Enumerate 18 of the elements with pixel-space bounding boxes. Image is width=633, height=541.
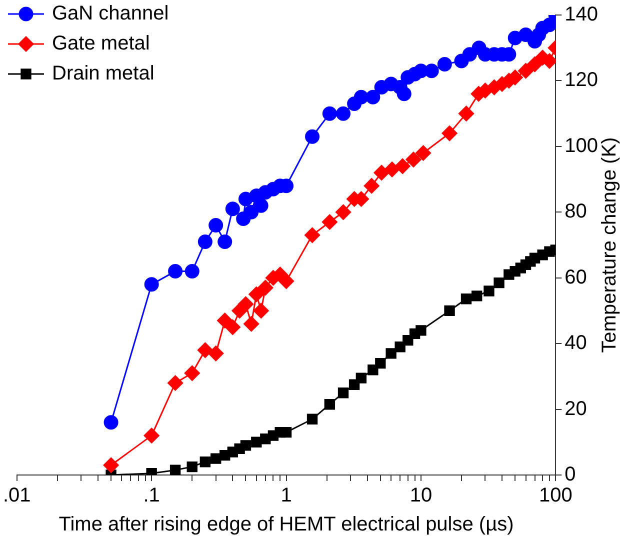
y-tick-label: 120 bbox=[564, 69, 598, 92]
y-tick-label: 100 bbox=[564, 134, 598, 157]
y-tick-label: 20 bbox=[564, 398, 587, 420]
x-axis-title: Time after rising edge of HEMT electrical pulse (µs) bbox=[58, 514, 514, 536]
y-tick-label: 80 bbox=[564, 200, 587, 223]
y-tick-label: 140 bbox=[564, 4, 598, 26]
legend-label: Gate metal bbox=[52, 32, 150, 55]
legend-label: GaN channel bbox=[52, 2, 169, 25]
x-tick-label: .1 bbox=[143, 484, 160, 507]
y-tick-label: 60 bbox=[564, 266, 587, 288]
y-tick-label: 0 bbox=[564, 464, 576, 486]
x-tick-label: 10 bbox=[410, 484, 432, 507]
x-tick-label: .01 bbox=[2, 484, 31, 507]
y-axis-title: Temperature change (K) bbox=[598, 137, 621, 353]
y-tick-label: 40 bbox=[564, 332, 587, 354]
x-tick-label: 1 bbox=[280, 484, 292, 507]
x-tick-label: 100 bbox=[538, 484, 572, 507]
legend-label: Drain metal bbox=[52, 62, 154, 85]
